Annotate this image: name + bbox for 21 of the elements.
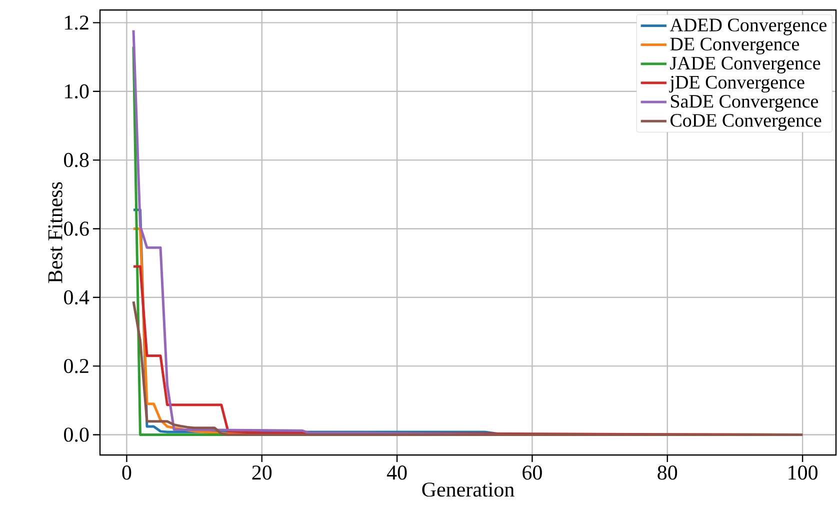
legend-label: SaDE Convergence xyxy=(670,94,818,112)
y-axis-title: Best Fitness xyxy=(48,182,62,283)
x-tick-label: 40 xyxy=(386,466,407,480)
x-tick-label: 60 xyxy=(522,466,542,480)
y-tick-label: 0.0 xyxy=(64,428,89,442)
legend-label: JADE Convergence xyxy=(670,56,820,74)
x-tick-label: 100 xyxy=(788,466,818,480)
legend-label: ADED Convergence xyxy=(670,18,826,36)
legend-label: CoDE Convergence xyxy=(670,114,822,131)
y-tick-label: 1.0 xyxy=(65,84,89,99)
legend-label: jDE Convergence xyxy=(669,76,804,93)
x-tick-label: 0 xyxy=(122,466,132,480)
x-axis-title: Generation xyxy=(422,482,514,497)
x-tick-label: 20 xyxy=(252,466,272,480)
y-tick-label: 0.2 xyxy=(64,358,88,374)
y-tick-label: 0.4 xyxy=(64,290,90,305)
y-tick-label: 1.2 xyxy=(65,16,88,30)
x-tick-label: 80 xyxy=(658,466,678,480)
y-tick-label: 0.6 xyxy=(64,222,89,236)
y-tick-label: 0.8 xyxy=(64,152,89,168)
legend-label: DE Convergence xyxy=(670,38,800,54)
